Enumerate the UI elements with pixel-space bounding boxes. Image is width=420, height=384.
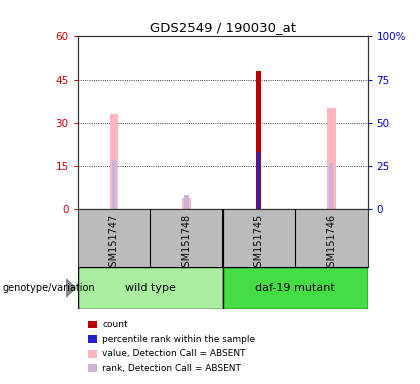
Title: GDS2549 / 190030_at: GDS2549 / 190030_at: [150, 21, 296, 34]
Text: count: count: [102, 320, 128, 329]
Bar: [184, 195, 189, 209]
Text: GSM151746: GSM151746: [326, 214, 336, 273]
Text: GSM151747: GSM151747: [109, 214, 119, 273]
Polygon shape: [66, 279, 76, 297]
Text: wild type: wild type: [125, 283, 176, 293]
Bar: [327, 109, 336, 209]
Text: GSM151745: GSM151745: [254, 214, 264, 273]
Bar: [182, 198, 191, 209]
Text: genotype/variation: genotype/variation: [2, 283, 95, 293]
Text: percentile rank within the sample: percentile rank within the sample: [102, 334, 256, 344]
Text: value, Detection Call = ABSENT: value, Detection Call = ABSENT: [102, 349, 246, 358]
Bar: [110, 114, 118, 209]
Bar: [112, 161, 116, 209]
Text: GSM151748: GSM151748: [181, 214, 192, 273]
Bar: [329, 163, 333, 209]
Bar: [257, 152, 260, 209]
Bar: [223, 267, 368, 309]
Text: daf-19 mutant: daf-19 mutant: [255, 283, 335, 293]
Bar: [256, 71, 261, 209]
Text: rank, Detection Call = ABSENT: rank, Detection Call = ABSENT: [102, 364, 242, 373]
Bar: [78, 267, 223, 309]
